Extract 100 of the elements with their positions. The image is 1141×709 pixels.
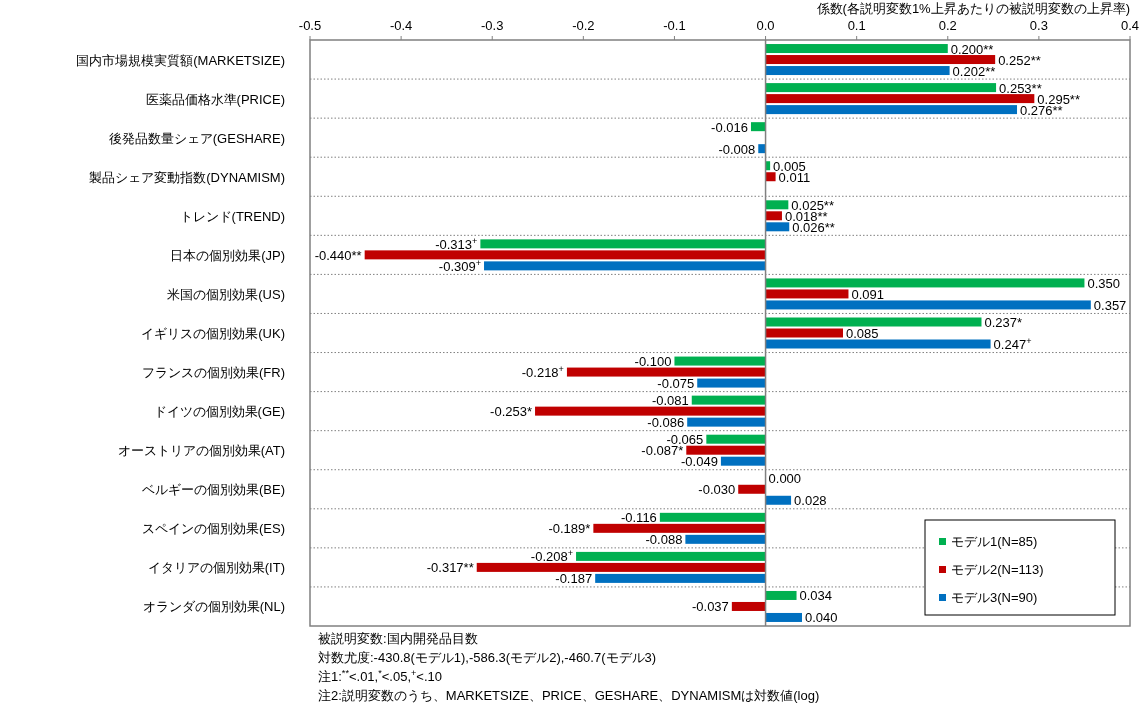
y-tick-label: スペインの個別効果(ES) [142, 521, 285, 537]
data-label: 0.000 [768, 471, 802, 487]
text: 注1:$^{**}$<.01,$^{*}$<.05,$^{+}$<.10 [318, 668, 443, 684]
data-label: -0.086 [647, 415, 685, 431]
y-tick-label: 米国の個別効果(US) [167, 286, 285, 302]
bar [593, 523, 766, 533]
data-label: -0.037 [691, 599, 729, 615]
bar [576, 551, 766, 561]
data-label: 0.357 [1093, 297, 1127, 313]
text: 被説明変数:国内開発品目数 [318, 631, 478, 646]
data-label: 0.085 [846, 326, 879, 341]
data-label: 0.025** [791, 197, 834, 213]
bar [476, 562, 766, 572]
bar [686, 445, 766, 455]
y-tick-label: イタリアの個別効果(IT) [147, 560, 285, 576]
x-tick-label: -0.3 [481, 18, 504, 33]
y-tick-label: 日本の個別効果(JP) [170, 247, 285, 263]
data-label: -0.088 [645, 532, 683, 548]
data-label: -0.208$^{+}$ [530, 548, 574, 565]
bar [674, 356, 766, 366]
data-label: -0.100 [634, 354, 672, 370]
bar [765, 55, 996, 65]
y-tick-label: ベルギーの個別効果(BE) [142, 482, 285, 498]
x-tick-label: 0.3 [1029, 18, 1048, 33]
bar [595, 573, 766, 583]
data-label: 0.202** [952, 63, 996, 79]
bar [687, 417, 766, 427]
x-tick-label: -0.2 [572, 18, 595, 33]
data-label: -0.087* [641, 443, 684, 459]
bar [364, 250, 766, 260]
bar [659, 512, 766, 522]
data-label: 0.028 [794, 493, 827, 509]
data-label: -0.313$^{+}$ [435, 235, 478, 252]
bar [731, 601, 766, 611]
y-tick-label: オランダの個別効果(NL) [142, 599, 285, 615]
x-tick-label: 0.1 [847, 18, 866, 33]
data-label: -0.187 [555, 571, 593, 587]
data-label: -0.440** [314, 247, 362, 263]
data-label: 0.040 [805, 610, 838, 626]
data-label: -0.049 [681, 454, 718, 470]
x-tick-label: -0.4 [389, 18, 413, 33]
bar [765, 612, 802, 622]
bar [765, 172, 776, 182]
y-tick-label: 後発品数量シェア(GESHARE) [108, 130, 285, 146]
legend-label: モデル3(N=90) [951, 590, 1038, 605]
bar [765, 44, 948, 54]
x-axis-title: 係数(各説明変数1%上昇あたりの被説明変数の上昇率) [815, 1, 1130, 16]
bar [765, 495, 792, 505]
bar [566, 367, 766, 377]
bar [535, 406, 766, 416]
bar [758, 144, 766, 154]
data-label: 0.247$^{+}$ [993, 336, 1032, 352]
data-label: -0.081 [651, 393, 689, 409]
data-label: 0.200** [950, 41, 994, 57]
y-tick-label: フランスの個別効果(FR) [142, 365, 285, 381]
data-label: 0.237* [984, 315, 1023, 330]
data-label: -0.317** [426, 560, 474, 576]
x-tick-label: 0.4 [1120, 18, 1140, 33]
y-tick-label: イギリスの個別効果(UK) [141, 326, 285, 341]
data-label: 0.005 [773, 158, 806, 174]
bar [765, 278, 1085, 288]
bar [765, 83, 997, 93]
x-tick-label: 0.2 [938, 18, 957, 33]
data-label: -0.116 [620, 510, 657, 526]
data-label: 0.252** [998, 52, 1041, 68]
data-label: -0.008 [718, 141, 756, 157]
data-label: -0.016 [711, 119, 748, 135]
data-label: -0.030 [698, 482, 736, 498]
bar [720, 456, 766, 466]
data-label: -0.309$^{+}$ [438, 257, 482, 274]
text: 注2:説明変数のうち、MARKETSIZE、PRICE、GESHARE、DYNAMISMは対数値(log) [318, 688, 820, 703]
bar [765, 66, 950, 76]
bar [765, 222, 790, 232]
data-label: 0.034 [799, 588, 833, 604]
bar [765, 590, 797, 600]
bar [706, 434, 766, 444]
bar [765, 94, 1035, 104]
data-label: -0.218$^{+}$ [521, 364, 564, 381]
data-label: -0.189* [548, 521, 591, 537]
text: 対数尤度:-430.8(モデル1),-586.3(モデル2),-460.7(モデル3) [318, 650, 657, 665]
bar [765, 105, 1018, 115]
x-tick-label: 0.0 [756, 18, 775, 33]
y-tick-label: 製品シェア変動指数(DYNAMISM) [89, 169, 285, 185]
data-label: -0.253* [490, 404, 533, 420]
bar [691, 395, 766, 405]
legend-label: モデル1(N=85) [951, 534, 1038, 549]
bar [480, 239, 766, 249]
bar [765, 339, 991, 349]
bar [765, 328, 843, 338]
bar [750, 122, 766, 132]
data-label: -0.075 [657, 376, 695, 392]
legend-label: モデル2(N=113) [951, 562, 1044, 577]
bar [697, 378, 766, 388]
y-tick-label: 国内市場規模実質額(MARKETSIZE) [76, 52, 285, 68]
y-tick-label: ドイツの個別効果(GE) [153, 404, 285, 420]
data-label: 0.091 [851, 286, 885, 302]
x-tick-label: -0.5 [298, 18, 322, 33]
bar [765, 300, 1091, 310]
data-label: 0.350 [1087, 275, 1120, 291]
bar [484, 261, 766, 271]
